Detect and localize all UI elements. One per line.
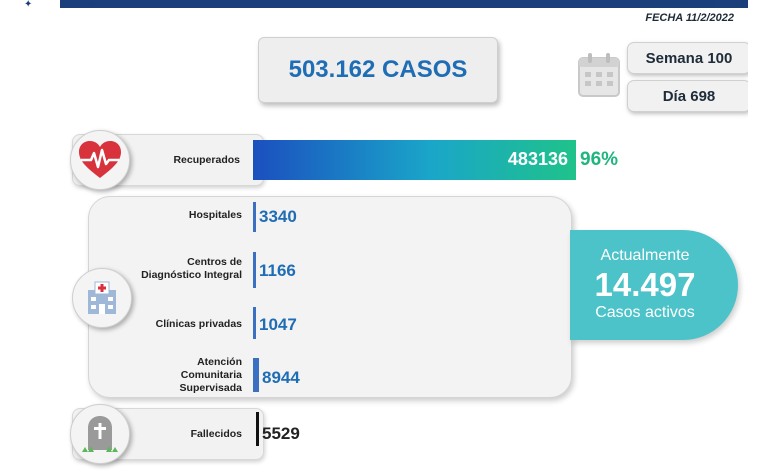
cdi-label: Centros de Diagnóstico Integral — [120, 256, 242, 282]
hospitals-value: 3340 — [259, 207, 297, 226]
day-label: Día 698 — [662, 87, 716, 105]
top-banner: ✦ ✧ ✻ ♣ — [0, 0, 780, 10]
private-clinics-label: Clínicas privadas — [155, 318, 242, 330]
community-care-value: 8944 — [262, 368, 300, 387]
recovered-value: 483136 — [507, 149, 568, 169]
right-margin — [748, 0, 780, 470]
active-cases-value: 14.497 — [594, 266, 696, 303]
active-breakdown-panel — [88, 196, 572, 398]
heart-pulse-icon — [79, 141, 121, 178]
private-clinics-value: 1047 — [259, 315, 297, 334]
date-label: FECHA 11/2/2022 — [645, 12, 734, 24]
active-cases-pill: Actualmente 14.497 Casos activos — [570, 230, 738, 340]
community-care-label-line: Supervisada — [179, 382, 242, 394]
hospitals-bar — [253, 202, 256, 232]
recovered-icon-circle — [70, 130, 130, 190]
banner-decoration: ✻ — [708, 0, 717, 10]
hospital-icon — [88, 281, 116, 314]
day-box: Día 698 — [627, 80, 751, 112]
week-box: Semana 100 — [627, 42, 751, 74]
community-care-label-line: Comunitaria — [180, 369, 242, 381]
hospitals-label: Hospitales — [188, 209, 242, 221]
deaths-icon-circle — [70, 404, 130, 464]
cdi-value: 1166 — [259, 261, 296, 280]
active-cases-subcaption: Casos activos — [595, 304, 695, 321]
community-care-label: Atención Comunitaria Supervisada — [120, 356, 242, 395]
cdi-label-line: Centros de — [187, 256, 242, 268]
banner-decoration: ✧ — [88, 0, 97, 10]
calendar-icon — [578, 53, 620, 97]
banner-decoration: ✦ — [24, 0, 33, 10]
top-banner-stripe — [60, 0, 750, 8]
deaths-value: 5529 — [262, 424, 300, 443]
active-cases-caption: Actualmente — [600, 247, 690, 264]
deaths-bar — [256, 412, 259, 446]
recovered-label: Recuperados — [173, 154, 240, 166]
deaths-label: Fallecidos — [190, 428, 242, 440]
community-care-label-line: Atención — [197, 356, 242, 368]
private-clinics-bar — [253, 307, 256, 339]
cdi-label-line: Diagnóstico Integral — [141, 269, 242, 281]
total-cases-label: 503.162 CASOS — [288, 56, 468, 83]
tombstone-icon — [82, 416, 118, 452]
recovered-bar — [253, 140, 576, 180]
recovered-percent: 96% — [580, 149, 619, 170]
community-care-bar — [253, 358, 259, 392]
banner-decoration: ♣ — [738, 0, 745, 10]
total-cases-box: 503.162 CASOS — [258, 37, 498, 103]
week-label: Semana 100 — [645, 49, 733, 67]
hospital-icon-circle — [72, 268, 132, 328]
cdi-bar — [253, 252, 256, 288]
